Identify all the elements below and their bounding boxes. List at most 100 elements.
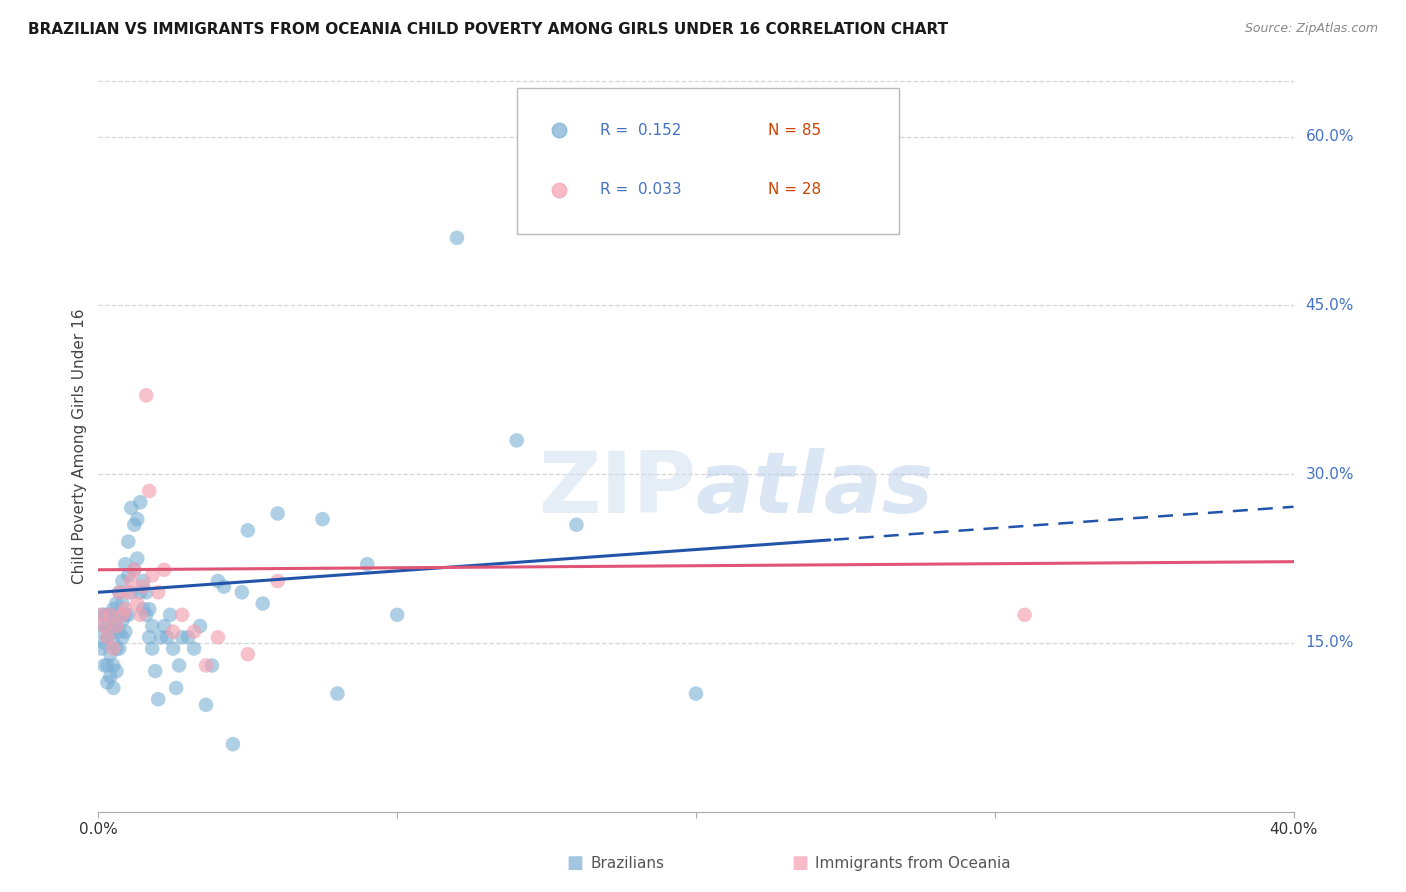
Text: R =  0.152: R = 0.152 — [600, 122, 682, 137]
Point — [120, 500, 142, 515]
Point — [153, 563, 176, 577]
Point — [93, 619, 115, 633]
Point — [111, 607, 134, 622]
Point — [156, 630, 179, 644]
Y-axis label: Child Poverty Among Girls Under 16: Child Poverty Among Girls Under 16 — [72, 309, 87, 583]
FancyBboxPatch shape — [517, 87, 900, 234]
Point — [105, 619, 128, 633]
Point — [105, 641, 128, 656]
Text: 60.0%: 60.0% — [1305, 129, 1354, 144]
Point — [162, 641, 184, 656]
Point — [129, 607, 152, 622]
Point — [159, 607, 181, 622]
Point — [148, 692, 170, 706]
Point — [141, 619, 163, 633]
Point — [96, 619, 118, 633]
Text: ■: ■ — [792, 855, 808, 872]
Point — [201, 658, 224, 673]
Point — [93, 636, 115, 650]
Point — [93, 607, 115, 622]
Text: BRAZILIAN VS IMMIGRANTS FROM OCEANIA CHILD POVERTY AMONG GIRLS UNDER 16 CORRELAT: BRAZILIAN VS IMMIGRANTS FROM OCEANIA CHI… — [28, 22, 948, 37]
Point — [236, 647, 259, 661]
Point — [188, 619, 211, 633]
Point — [120, 585, 142, 599]
Point — [96, 658, 118, 673]
Point — [135, 607, 157, 622]
Point — [90, 641, 112, 656]
Point — [506, 434, 529, 448]
Point — [231, 585, 253, 599]
Point — [90, 624, 112, 639]
Point — [207, 574, 229, 588]
Point — [222, 737, 245, 751]
Point — [105, 664, 128, 678]
Point — [111, 574, 134, 588]
Point — [132, 574, 155, 588]
Point — [124, 517, 146, 532]
Point — [150, 630, 173, 644]
Point — [183, 641, 205, 656]
Point — [172, 630, 194, 644]
Point — [103, 681, 125, 695]
Point — [98, 647, 122, 661]
Point — [132, 602, 155, 616]
Point — [148, 585, 170, 599]
Point — [98, 624, 122, 639]
Text: N = 28: N = 28 — [768, 183, 821, 197]
Point — [172, 607, 194, 622]
Point — [98, 607, 122, 622]
Point — [135, 388, 157, 402]
Point — [138, 602, 160, 616]
Point — [108, 585, 131, 599]
Point — [135, 585, 157, 599]
Point — [103, 602, 125, 616]
Point — [108, 585, 131, 599]
Point — [129, 585, 152, 599]
Point — [194, 658, 218, 673]
Text: Source: ZipAtlas.com: Source: ZipAtlas.com — [1244, 22, 1378, 36]
Point — [96, 630, 118, 644]
Point — [162, 624, 184, 639]
Point — [167, 658, 190, 673]
Point — [141, 568, 163, 582]
Text: ZIP: ZIP — [538, 449, 696, 532]
Point — [183, 624, 205, 639]
Point — [267, 574, 290, 588]
Point — [105, 597, 128, 611]
Point — [105, 619, 128, 633]
Point — [111, 597, 134, 611]
Point — [96, 607, 118, 622]
Point — [212, 580, 235, 594]
Point — [127, 551, 149, 566]
Point — [117, 534, 139, 549]
Point — [103, 619, 125, 633]
Point — [124, 563, 146, 577]
Point — [108, 624, 131, 639]
Point — [117, 607, 139, 622]
Point — [177, 630, 200, 644]
Text: atlas: atlas — [696, 449, 934, 532]
Point — [111, 614, 134, 628]
Point — [117, 585, 139, 599]
Point — [96, 630, 118, 644]
Point — [108, 641, 131, 656]
Text: N = 85: N = 85 — [768, 122, 821, 137]
Text: 45.0%: 45.0% — [1305, 298, 1354, 313]
Point — [120, 574, 142, 588]
Point — [93, 658, 115, 673]
Point — [129, 495, 152, 509]
Point — [356, 557, 378, 571]
Point — [165, 681, 187, 695]
Point — [127, 512, 149, 526]
Point — [117, 568, 139, 582]
Point — [138, 483, 160, 498]
Point — [236, 524, 259, 538]
Point — [153, 619, 176, 633]
Text: 30.0%: 30.0% — [1305, 467, 1354, 482]
Text: R =  0.033: R = 0.033 — [600, 183, 682, 197]
Point — [446, 231, 468, 245]
Point — [103, 641, 125, 656]
Point — [103, 658, 125, 673]
Point — [98, 670, 122, 684]
Point — [138, 630, 160, 644]
